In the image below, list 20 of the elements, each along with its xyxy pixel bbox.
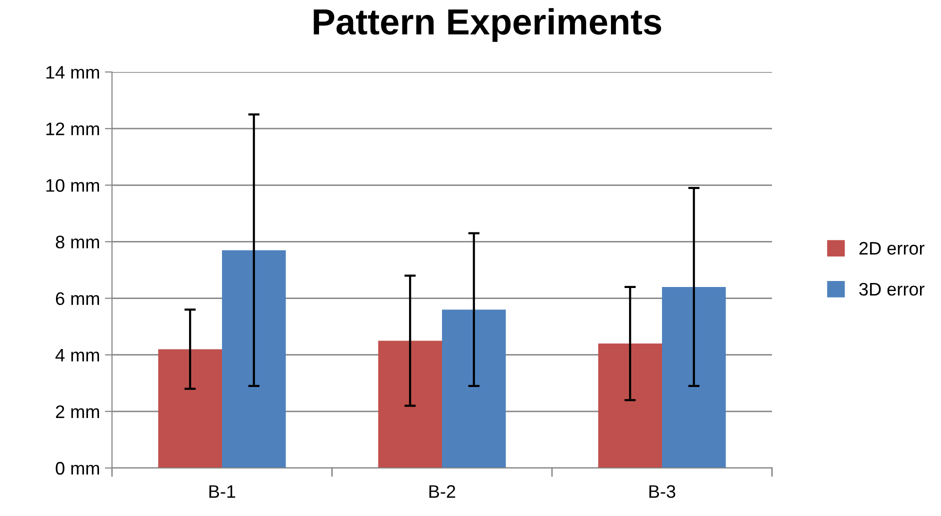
legend-label: 3D error bbox=[859, 282, 924, 296]
bar bbox=[378, 340, 442, 468]
y-tick-label: 0 mm bbox=[56, 462, 100, 475]
y-tick-label: 8 mm bbox=[56, 236, 100, 248]
y-tick-label: 12 mm bbox=[46, 122, 100, 136]
bar bbox=[662, 286, 726, 468]
x-tick-label: B-3 bbox=[649, 485, 676, 498]
y-tick-label: 14 mm bbox=[46, 66, 100, 79]
bar bbox=[598, 344, 662, 468]
chart-title: Pattern Experiments bbox=[314, 8, 662, 42]
y-tick-label: 6 mm bbox=[56, 292, 100, 306]
x-tick-label: B-1 bbox=[209, 485, 236, 498]
y-tick-label: 10 mm bbox=[46, 179, 100, 192]
bar bbox=[442, 310, 506, 468]
legend-label: 2D error bbox=[859, 242, 924, 255]
bar bbox=[222, 250, 286, 468]
bar bbox=[158, 349, 222, 468]
y-tick-label: 2 mm bbox=[56, 405, 100, 418]
x-tick-label: B-2 bbox=[429, 485, 456, 498]
y-tick-label: 4 mm bbox=[55, 348, 100, 362]
